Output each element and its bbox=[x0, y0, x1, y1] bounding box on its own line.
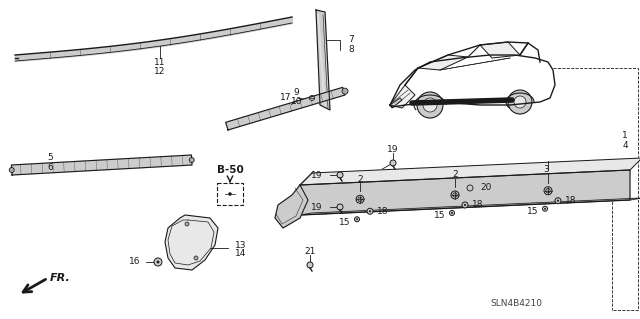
Circle shape bbox=[417, 92, 443, 118]
Text: 10: 10 bbox=[291, 97, 302, 106]
Circle shape bbox=[356, 195, 364, 203]
Text: FR.: FR. bbox=[50, 273, 71, 283]
Text: 3: 3 bbox=[543, 165, 549, 174]
Text: 19: 19 bbox=[310, 203, 322, 211]
Circle shape bbox=[467, 185, 473, 191]
Polygon shape bbox=[12, 155, 192, 175]
Circle shape bbox=[514, 96, 526, 108]
Circle shape bbox=[157, 261, 159, 263]
Text: 15: 15 bbox=[527, 207, 538, 216]
Text: 8: 8 bbox=[348, 46, 354, 55]
Polygon shape bbox=[300, 198, 640, 215]
Circle shape bbox=[310, 95, 314, 100]
Circle shape bbox=[189, 158, 194, 162]
Circle shape bbox=[9, 167, 14, 173]
Text: 16: 16 bbox=[129, 257, 140, 266]
Circle shape bbox=[451, 191, 459, 199]
Text: 21: 21 bbox=[304, 247, 316, 256]
Text: 9: 9 bbox=[294, 88, 300, 97]
Circle shape bbox=[337, 172, 343, 178]
Circle shape bbox=[225, 189, 235, 199]
Circle shape bbox=[508, 90, 532, 114]
Text: 18: 18 bbox=[472, 200, 483, 210]
Circle shape bbox=[451, 212, 452, 214]
Text: 20: 20 bbox=[480, 183, 492, 192]
Polygon shape bbox=[390, 55, 555, 107]
Circle shape bbox=[423, 98, 437, 112]
Circle shape bbox=[555, 198, 561, 204]
Text: 17: 17 bbox=[280, 93, 291, 102]
Circle shape bbox=[307, 262, 313, 268]
Text: 11: 11 bbox=[154, 58, 166, 67]
Circle shape bbox=[367, 208, 373, 214]
Text: 5: 5 bbox=[47, 153, 53, 162]
Text: 19: 19 bbox=[310, 170, 322, 180]
Polygon shape bbox=[418, 55, 468, 70]
Circle shape bbox=[464, 204, 466, 206]
Text: 7: 7 bbox=[348, 35, 354, 44]
Text: 14: 14 bbox=[235, 249, 246, 258]
Circle shape bbox=[342, 88, 348, 94]
Text: 15: 15 bbox=[433, 211, 445, 220]
Circle shape bbox=[154, 258, 162, 266]
Polygon shape bbox=[390, 85, 415, 108]
Circle shape bbox=[390, 160, 396, 166]
Text: 18: 18 bbox=[377, 207, 388, 216]
Circle shape bbox=[546, 189, 550, 193]
Polygon shape bbox=[390, 98, 402, 108]
Text: 2: 2 bbox=[357, 175, 363, 184]
Text: 15: 15 bbox=[339, 218, 350, 227]
Circle shape bbox=[369, 210, 371, 212]
Text: 2: 2 bbox=[452, 170, 458, 180]
Circle shape bbox=[453, 193, 457, 197]
Circle shape bbox=[462, 202, 468, 208]
Text: 4: 4 bbox=[622, 140, 628, 150]
Circle shape bbox=[337, 204, 343, 210]
Polygon shape bbox=[300, 170, 630, 215]
Circle shape bbox=[358, 197, 362, 202]
Text: 18: 18 bbox=[565, 196, 577, 205]
Polygon shape bbox=[480, 42, 520, 58]
Circle shape bbox=[543, 206, 547, 211]
Circle shape bbox=[355, 217, 360, 222]
Text: SLN4B4210: SLN4B4210 bbox=[490, 299, 542, 308]
Circle shape bbox=[544, 187, 552, 195]
Polygon shape bbox=[316, 10, 330, 110]
Text: 12: 12 bbox=[154, 67, 166, 76]
Text: 19: 19 bbox=[387, 145, 399, 153]
Circle shape bbox=[557, 200, 559, 202]
Text: 13: 13 bbox=[235, 241, 246, 249]
Circle shape bbox=[356, 219, 358, 220]
Circle shape bbox=[185, 222, 189, 226]
Text: 6: 6 bbox=[47, 162, 53, 172]
Circle shape bbox=[544, 208, 546, 210]
Circle shape bbox=[194, 256, 198, 260]
Polygon shape bbox=[165, 215, 218, 270]
Polygon shape bbox=[275, 185, 308, 228]
Text: 1: 1 bbox=[622, 130, 628, 139]
Circle shape bbox=[449, 211, 454, 215]
Text: B-50: B-50 bbox=[216, 165, 243, 175]
Circle shape bbox=[228, 192, 232, 196]
Polygon shape bbox=[226, 87, 345, 130]
Polygon shape bbox=[300, 158, 640, 185]
FancyBboxPatch shape bbox=[217, 183, 243, 205]
